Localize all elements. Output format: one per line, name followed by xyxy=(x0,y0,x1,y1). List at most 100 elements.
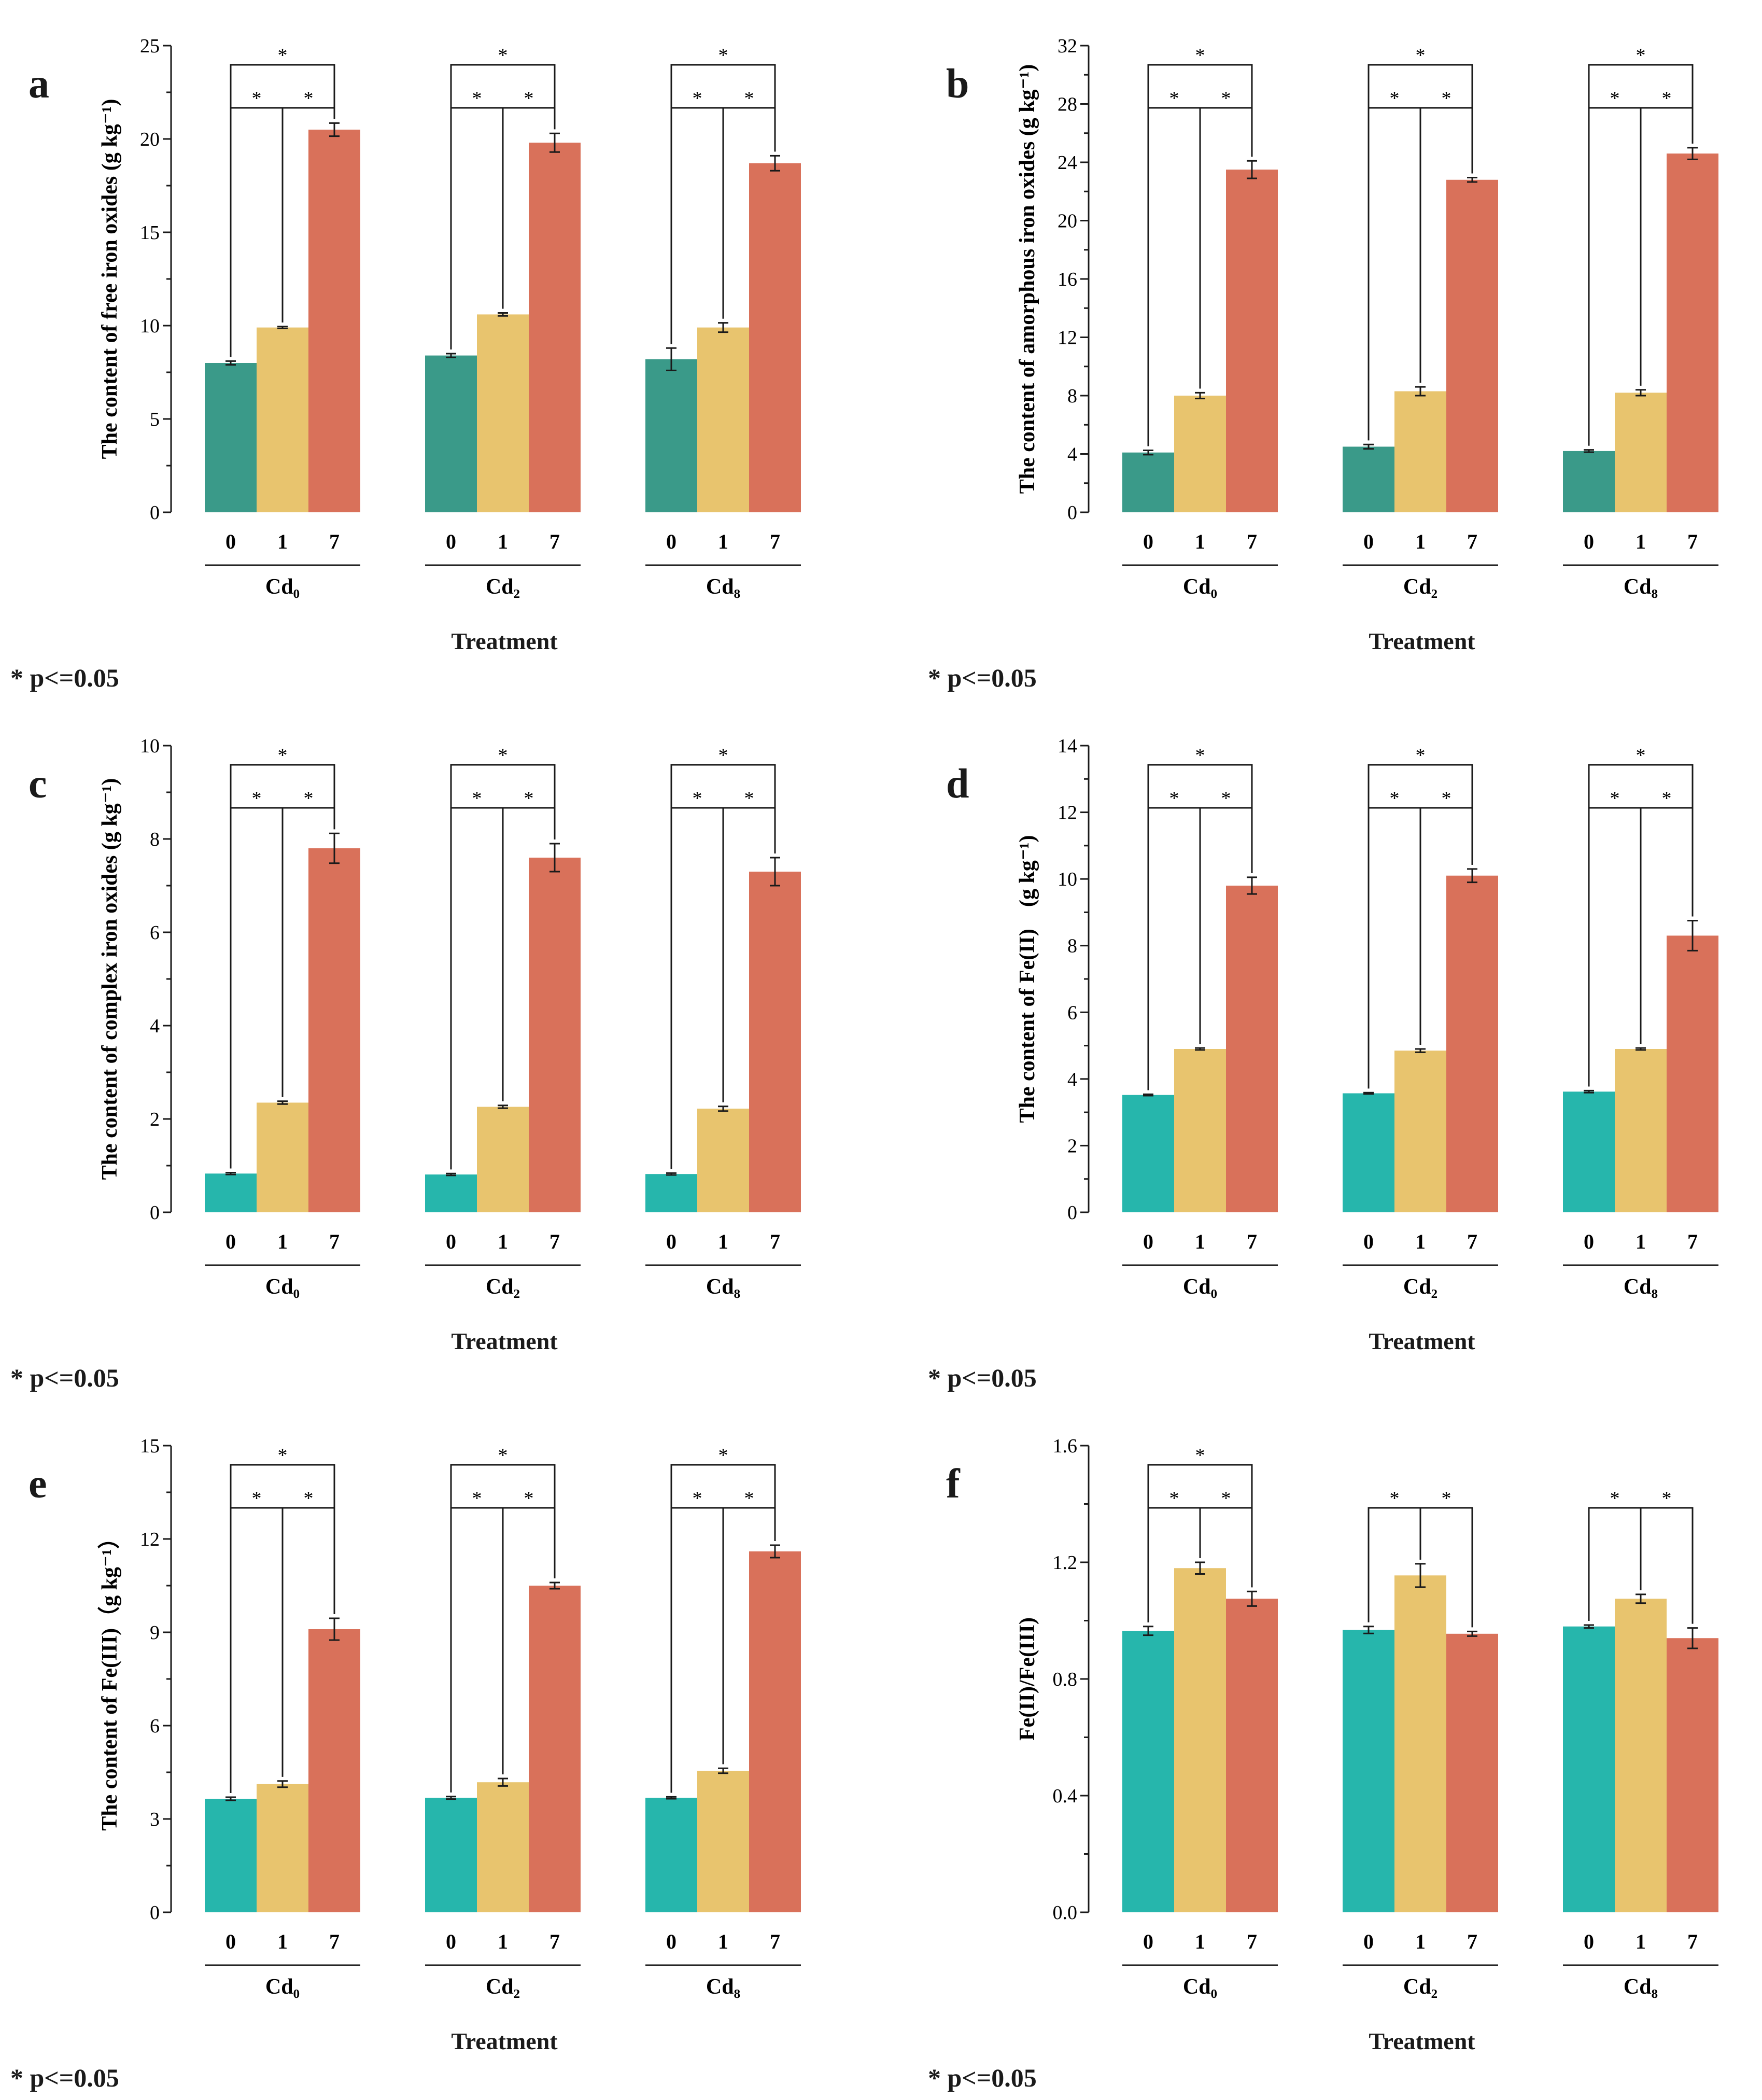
x-sub-label: 0 xyxy=(1363,1930,1374,1953)
bar-7-1 xyxy=(529,143,581,512)
panel-letter-d: d xyxy=(946,761,969,807)
bar-1-0 xyxy=(1174,1568,1226,1912)
bar-7-1 xyxy=(1446,1633,1498,1912)
x-sub-label: 1 xyxy=(718,1230,728,1253)
significance-star: * xyxy=(1636,745,1646,766)
significance-star: * xyxy=(1195,45,1205,66)
significance-bracket xyxy=(1147,64,1253,446)
significance-star: * xyxy=(1662,1488,1672,1509)
bar-1-2 xyxy=(697,1109,749,1212)
bar-0-2 xyxy=(1563,451,1615,512)
y-tick-label: 4 xyxy=(1067,444,1077,466)
y-tick-label: 2 xyxy=(1067,1135,1077,1157)
x-sub-label: 0 xyxy=(666,530,676,553)
panel-letter-c: c xyxy=(29,761,47,807)
significance-star: * xyxy=(1636,45,1646,66)
bar-0-0 xyxy=(1122,1095,1174,1212)
significance-bracket xyxy=(230,1464,335,1793)
significance-bracket xyxy=(670,764,776,1169)
bar-7-1 xyxy=(529,858,581,1212)
significance-star: * xyxy=(1662,788,1672,809)
chart-panel-f: f 0.0 0.4 0.8 1.2 1.6 Fe(II)/Fe(III) 0 1 7 Cd₀ 0 1 7… xyxy=(881,1400,1762,2100)
x-sub-label: 0 xyxy=(1363,1230,1374,1253)
bar-1-2 xyxy=(697,1771,749,1912)
significance-bracket xyxy=(450,1507,504,1793)
significance-star: * xyxy=(498,45,508,66)
y-tick-label: 2 xyxy=(150,1109,160,1130)
significance-star: * xyxy=(1221,88,1231,109)
significance-star: * xyxy=(1221,788,1231,809)
bar-7-0 xyxy=(1226,170,1278,512)
x-sub-label: 1 xyxy=(498,1930,508,1953)
bar-1-0 xyxy=(1174,396,1226,512)
y-axis-title: The content of amorphous iron oxides (g … xyxy=(1016,64,1039,494)
y-tick-label: 6 xyxy=(150,922,160,944)
bar-1-2 xyxy=(1615,1049,1667,1212)
significance-bracket xyxy=(1368,64,1473,441)
group-label: Cd₈ xyxy=(706,1975,740,1999)
x-sub-label: 7 xyxy=(549,530,560,553)
group-label: Cd₈ xyxy=(1624,575,1658,599)
significance-star: * xyxy=(744,1488,754,1509)
x-sub-label: 7 xyxy=(329,1930,340,1953)
x-sub-label: 7 xyxy=(1247,1230,1257,1253)
significance-note-a: * p<=0.05 xyxy=(10,663,119,692)
y-tick-label: 6 xyxy=(150,1715,160,1737)
significance-star: * xyxy=(1390,88,1400,109)
significance-bracket xyxy=(230,764,335,1169)
x-sub-label: 0 xyxy=(1143,1230,1153,1253)
bar-1-1 xyxy=(477,1107,529,1212)
x-sub-label: 7 xyxy=(1687,1930,1698,1953)
x-axis-title-e: Treatment xyxy=(451,2028,558,2054)
significance-star: * xyxy=(252,788,262,809)
x-sub-label: 1 xyxy=(1415,1230,1426,1253)
x-axis-title-a: Treatment xyxy=(451,628,558,654)
significance-note-e: * p<=0.05 xyxy=(10,2063,119,2092)
x-axis-title-c: Treatment xyxy=(451,1328,558,1354)
bar-1-1 xyxy=(1394,1575,1446,1912)
x-sub-label: 0 xyxy=(1584,1230,1594,1253)
significance-bracket xyxy=(1368,107,1421,441)
bar-0-2 xyxy=(1563,1091,1615,1212)
y-tick-label: 5 xyxy=(150,409,160,430)
y-axis-title: The content of complex iron oxides (g kg… xyxy=(98,778,122,1180)
chart-panel-e: e 0 3 6 9 12 15 The content of Fe(III)（g kg⁻¹）… xyxy=(0,1400,881,2100)
significance-star: * xyxy=(524,788,534,809)
significance-star: * xyxy=(524,1488,534,1509)
x-sub-label: 0 xyxy=(446,1930,456,1953)
significance-bracket xyxy=(1147,764,1253,1090)
bar-0-1 xyxy=(1343,1630,1394,1912)
significance-star: * xyxy=(1390,788,1400,809)
x-sub-label: 0 xyxy=(1584,1930,1594,1953)
y-tick-label: 0.8 xyxy=(1053,1669,1078,1690)
y-tick-label: 10 xyxy=(140,315,160,337)
significance-bracket xyxy=(450,107,504,349)
bar-0-0 xyxy=(205,363,257,512)
significance-star: * xyxy=(1610,1488,1620,1509)
x-sub-label: 0 xyxy=(1143,530,1153,553)
bar-1-1 xyxy=(477,1782,529,1912)
bar-0-1 xyxy=(425,1798,477,1912)
chart-panel-a: a 0 5 10 15 20 25 The content of free iron oxi… xyxy=(0,0,881,700)
bar-7-0 xyxy=(308,1629,360,1912)
x-sub-label: 7 xyxy=(1687,1230,1698,1253)
significance-star: * xyxy=(1442,1488,1451,1509)
bar-7-2 xyxy=(1667,153,1718,512)
significance-note-f: * p<=0.05 xyxy=(928,2063,1037,2092)
significance-bracket xyxy=(1147,807,1201,1090)
significance-bracket xyxy=(450,64,556,349)
y-tick-label: 12 xyxy=(1058,327,1077,349)
x-sub-label: 7 xyxy=(770,530,780,553)
y-tick-label: 4 xyxy=(1067,1069,1077,1090)
bar-7-1 xyxy=(1446,875,1498,1212)
y-axis-title: The content of free iron oxides (g kg⁻¹) xyxy=(98,99,122,459)
y-tick-label: 0 xyxy=(150,502,160,524)
significance-star: * xyxy=(304,88,314,109)
group-label: Cd₂ xyxy=(486,1275,520,1299)
significance-star: * xyxy=(1662,88,1672,109)
x-sub-label: 1 xyxy=(1195,1230,1205,1253)
x-sub-label: 1 xyxy=(1415,1930,1426,1953)
x-sub-label: 7 xyxy=(1247,530,1257,553)
y-tick-label: 25 xyxy=(140,35,160,57)
